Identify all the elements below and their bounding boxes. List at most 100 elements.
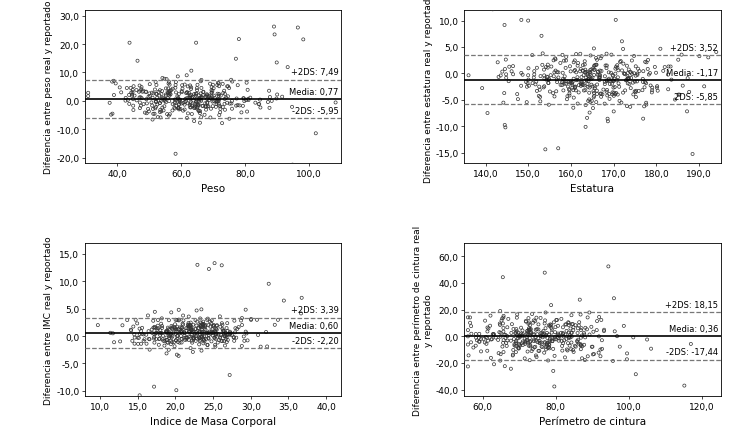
Point	[488, 332, 500, 339]
Point	[534, 338, 545, 345]
Point	[487, 7, 499, 14]
Point	[565, 80, 576, 87]
Point	[621, 63, 633, 70]
Point	[161, 329, 173, 336]
Point	[497, 339, 509, 346]
Point	[121, 85, 133, 92]
Point	[140, 89, 151, 96]
Point	[610, 66, 621, 73]
Point	[522, 77, 534, 84]
Point	[250, 100, 262, 107]
Point	[611, 65, 623, 72]
Point	[206, 88, 218, 95]
Point	[204, 81, 216, 88]
Point	[254, 97, 266, 104]
Point	[632, 72, 644, 79]
Point	[596, 68, 607, 75]
Point	[565, 329, 577, 336]
Point	[542, 74, 554, 81]
Point	[497, 328, 509, 336]
Point	[183, 321, 194, 328]
Point	[462, 314, 474, 321]
Point	[599, 79, 610, 86]
Point	[579, 59, 590, 66]
Point	[565, 69, 576, 76]
Point	[622, 77, 634, 84]
Point	[579, 70, 591, 77]
Point	[201, 100, 213, 107]
Point	[180, 96, 191, 103]
Point	[180, 336, 192, 343]
Point	[475, 348, 487, 355]
Point	[238, 333, 250, 340]
Point	[185, 85, 197, 92]
Point	[165, 92, 177, 99]
Point	[626, 71, 638, 78]
Point	[548, 58, 559, 65]
Point	[146, 95, 158, 102]
Point	[148, 91, 160, 98]
Point	[497, 313, 509, 320]
Point	[146, 99, 157, 106]
Point	[540, 64, 552, 71]
Point	[588, 90, 600, 97]
Point	[176, 339, 188, 346]
Point	[637, 76, 649, 83]
Point	[526, 311, 538, 318]
Point	[566, 321, 578, 328]
Point	[594, 68, 606, 75]
Point	[154, 115, 166, 122]
Point	[602, 119, 614, 126]
Point	[163, 335, 175, 342]
Point	[211, 99, 223, 106]
Point	[201, 96, 213, 103]
Point	[221, 100, 233, 107]
Point	[524, 326, 536, 333]
Point	[543, 341, 555, 348]
Point	[245, 95, 256, 102]
Point	[497, 325, 509, 332]
Point	[535, 333, 547, 340]
Point	[630, 371, 641, 378]
Point	[190, 338, 202, 345]
Point	[176, 324, 188, 331]
Point	[594, 91, 606, 98]
Point	[173, 106, 185, 113]
Point	[623, 75, 635, 82]
Point	[199, 325, 211, 332]
Point	[193, 334, 205, 341]
Point	[207, 82, 219, 89]
Point	[496, 317, 508, 324]
Point	[581, 69, 593, 76]
Point	[607, 74, 619, 81]
Point	[538, 350, 550, 357]
Point	[548, 336, 560, 343]
Point	[602, 116, 613, 123]
Point	[546, 338, 558, 345]
Point	[182, 325, 194, 332]
Point	[163, 346, 174, 353]
Point	[546, 338, 558, 345]
Point	[214, 110, 226, 117]
Point	[608, 93, 620, 100]
Point	[630, 94, 642, 101]
Point	[188, 104, 200, 111]
Point	[579, 62, 590, 69]
Point	[185, 68, 197, 75]
Point	[658, 64, 670, 71]
Point	[525, 330, 537, 337]
Point	[197, 103, 208, 110]
Point	[191, 336, 202, 343]
Point	[187, 335, 199, 342]
Point	[173, 106, 185, 113]
Point	[180, 327, 192, 334]
Point	[161, 336, 173, 343]
Point	[183, 323, 194, 330]
Point	[149, 324, 160, 331]
Point	[161, 111, 173, 118]
Point	[471, 337, 483, 344]
Point	[569, 85, 581, 92]
Point	[179, 336, 191, 343]
Point	[236, 110, 248, 117]
Point	[549, 56, 561, 63]
